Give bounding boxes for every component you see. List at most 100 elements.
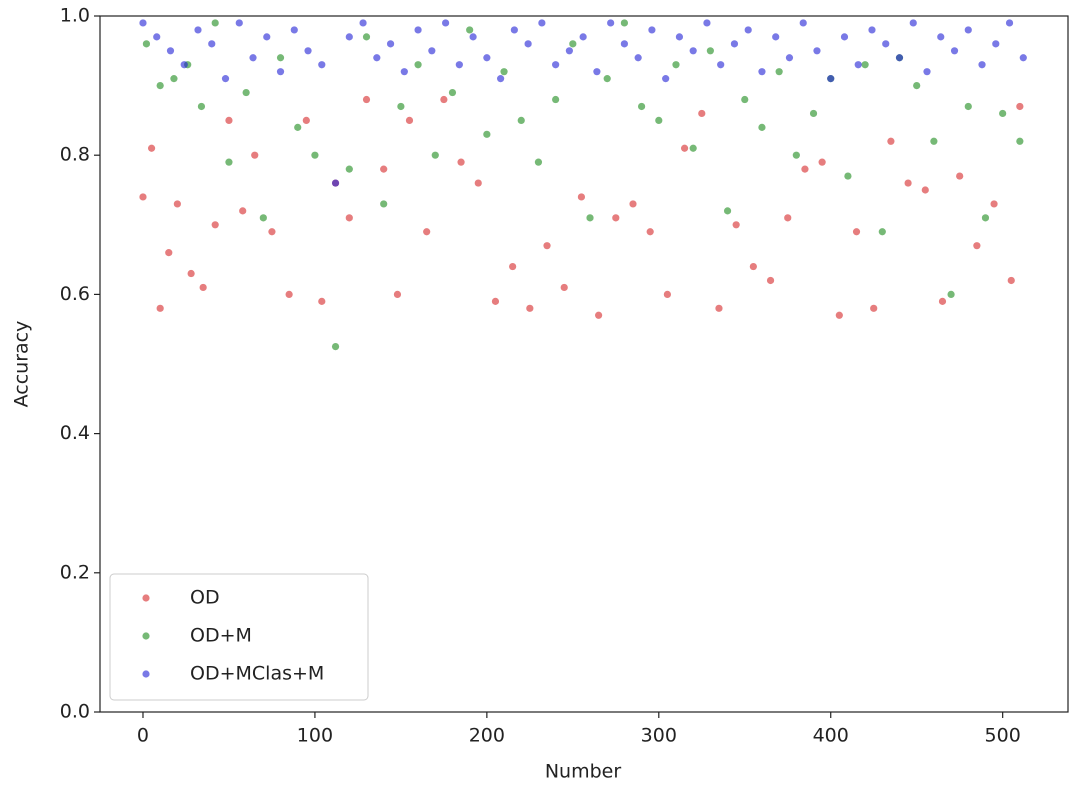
scatter-point <box>259 214 267 222</box>
scatter-point <box>730 40 739 48</box>
scatter-point <box>675 33 684 41</box>
scatter-point <box>221 75 230 83</box>
scatter-point <box>345 214 353 222</box>
scatter-point <box>569 40 577 48</box>
scatter-point <box>139 19 147 27</box>
scatter-point <box>208 40 216 48</box>
scatter-point <box>194 26 202 34</box>
scatter-point <box>474 179 482 187</box>
legend-label: OD+MClas+M <box>190 663 324 685</box>
scatter-point <box>785 54 794 62</box>
scatter-point <box>285 290 293 298</box>
y-tick-label: 1.0 <box>60 5 90 27</box>
scatter-point <box>165 249 173 257</box>
scatter-point <box>978 61 986 69</box>
scatter-point <box>577 193 586 201</box>
x-tick-label: 300 <box>641 725 677 747</box>
scatter-point <box>431 151 439 159</box>
legend-marker <box>142 670 150 678</box>
scatter-point <box>242 88 250 97</box>
legend-label: OD+M <box>190 625 252 647</box>
scatter-point <box>180 61 188 69</box>
legend-box <box>109 573 369 701</box>
scatter-point <box>854 61 862 69</box>
scatter-point <box>552 95 560 104</box>
scatter-point <box>999 109 1007 118</box>
legend-label: OD <box>190 587 220 609</box>
scatter-point <box>560 283 568 292</box>
scatter-point <box>655 116 663 124</box>
scatter-point <box>500 68 508 76</box>
scatter-point <box>380 165 388 173</box>
scatter-point <box>362 95 371 104</box>
scatter-point <box>595 311 603 319</box>
scatter-point <box>142 40 151 48</box>
scatter-point <box>405 116 414 124</box>
scatter-point <box>491 297 500 305</box>
scatter-point <box>345 33 353 41</box>
scatter-point <box>698 109 706 118</box>
scatter-point <box>483 54 491 62</box>
scatter-point <box>414 26 422 34</box>
scatter-point <box>318 297 326 305</box>
scatter-point <box>620 19 629 27</box>
scatter-point <box>801 165 809 173</box>
scatter-point <box>524 40 532 48</box>
scatter-point <box>887 137 895 145</box>
scatter-point <box>766 276 775 285</box>
scatter-point <box>878 228 886 236</box>
scatter-point <box>457 158 465 166</box>
scatter-point <box>758 123 766 131</box>
scatter-point <box>517 116 525 124</box>
legend-marker <box>142 632 150 640</box>
scatter-point <box>543 242 551 250</box>
scatter-point <box>904 179 912 187</box>
scatter-point <box>331 179 340 187</box>
scatter-point <box>1016 137 1024 145</box>
plot-frame <box>99 15 1069 713</box>
scatter-point <box>964 102 972 111</box>
scatter-point <box>937 33 945 41</box>
scatter-point <box>294 123 302 131</box>
scatter-point <box>852 228 861 236</box>
scatter-point <box>703 19 711 27</box>
scatter-point <box>225 158 233 166</box>
scatter-point <box>634 54 642 62</box>
scatter-point <box>835 311 843 319</box>
scatter-point <box>758 68 766 76</box>
scatter-point <box>249 54 257 62</box>
scatter-point <box>268 228 276 236</box>
scatter-point <box>393 290 402 298</box>
scatter-point <box>534 158 543 166</box>
scatter-point <box>723 207 732 215</box>
scatter-point <box>225 116 233 124</box>
scatter-point <box>629 200 637 208</box>
scatter-point <box>483 130 491 138</box>
x-tick-label: 400 <box>813 725 849 747</box>
scatter-point <box>930 137 938 145</box>
scatter-point <box>199 283 207 292</box>
scatter-point <box>744 26 752 34</box>
scatter-point <box>990 200 998 208</box>
scatter-point <box>792 151 800 159</box>
scatter-point <box>318 61 326 69</box>
scatter-point <box>311 151 319 159</box>
scatter-point <box>607 19 615 27</box>
scatter-point <box>362 33 371 41</box>
scatter-point <box>466 26 474 34</box>
scatter-point <box>586 214 594 222</box>
scatter-point <box>1007 276 1015 285</box>
scatter-point <box>809 109 818 118</box>
scatter-point <box>526 304 534 312</box>
x-axis-label: Number <box>545 761 622 783</box>
scatter-point <box>345 165 353 173</box>
scatter-point <box>139 193 147 201</box>
scatter-point <box>166 47 175 55</box>
scatter-point <box>1016 102 1024 111</box>
scatter-point <box>662 75 670 83</box>
scatter-point <box>170 75 178 83</box>
scatter-point <box>147 144 156 152</box>
scatter-point <box>538 19 546 27</box>
scatter-point <box>637 102 646 111</box>
scatter-point <box>400 68 408 76</box>
